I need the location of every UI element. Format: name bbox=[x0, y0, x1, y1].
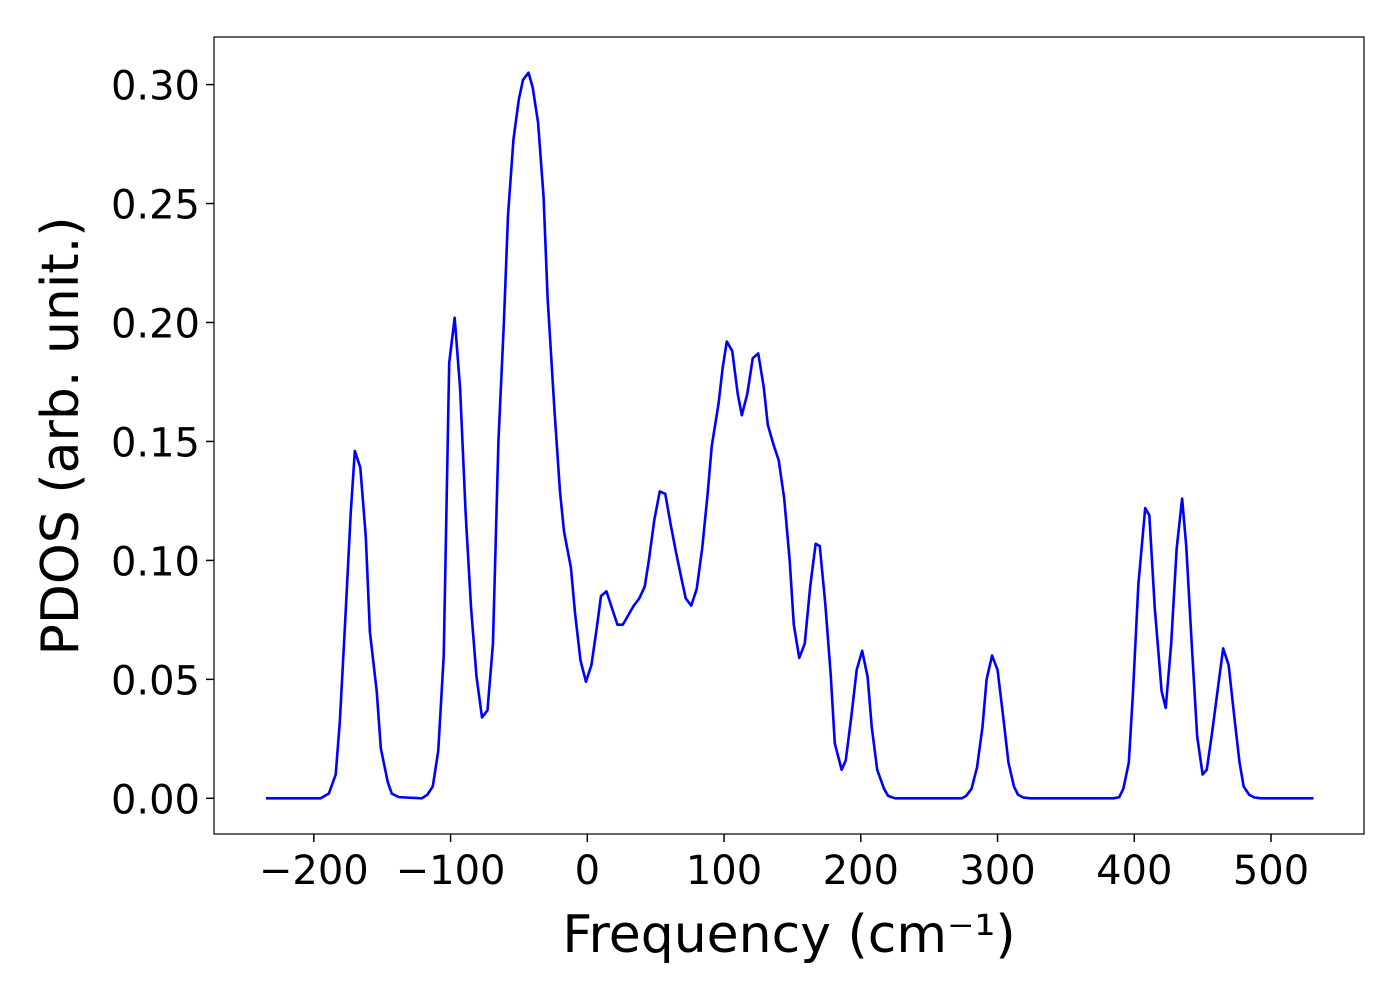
y-tick-label: 0.25 bbox=[111, 183, 200, 229]
x-tick-label: 200 bbox=[823, 848, 899, 894]
y-tick-label: 0.05 bbox=[111, 658, 200, 704]
x-tick-label: −200 bbox=[259, 848, 369, 894]
y-tick-label: 0.00 bbox=[111, 777, 200, 823]
x-tick-label: 300 bbox=[959, 848, 1035, 894]
x-tick-label: 500 bbox=[1233, 848, 1309, 894]
x-tick-label: −100 bbox=[396, 848, 506, 894]
x-tick-label: 400 bbox=[1096, 848, 1172, 894]
y-tick-label: 0.15 bbox=[111, 420, 200, 466]
x-tick-label: 100 bbox=[686, 848, 762, 894]
y-tick-label: 0.20 bbox=[111, 301, 200, 347]
y-tick-label: 0.30 bbox=[111, 64, 200, 110]
x-axis-label: Frequency (cm⁻¹) bbox=[562, 905, 1015, 965]
x-tick-label: 0 bbox=[575, 848, 600, 894]
y-tick-label: 0.10 bbox=[111, 539, 200, 585]
y-axis-label: PDOS (arb. unit.) bbox=[31, 216, 91, 655]
plot-frame bbox=[213, 36, 1365, 835]
pdos-line bbox=[265, 71, 1314, 800]
